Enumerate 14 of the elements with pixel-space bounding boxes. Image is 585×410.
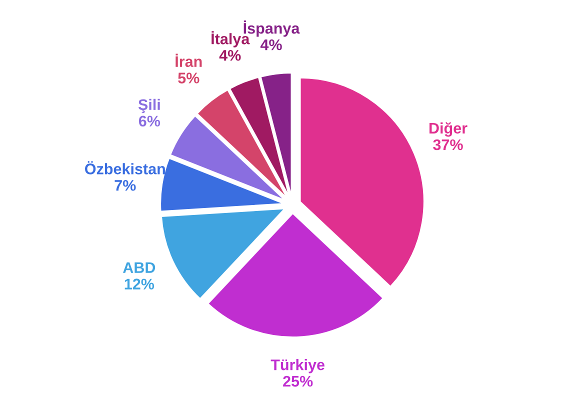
data-label: 25% (283, 376, 313, 387)
slice-label: İran (176, 54, 202, 67)
data-label: 37% (433, 139, 463, 150)
slice-label: Özbekistan (85, 161, 165, 174)
slice-label: Şili (138, 98, 160, 114)
slice-label: Türkiye (270, 359, 324, 374)
data-label: 5% (178, 72, 200, 84)
data-label: 4% (260, 39, 282, 50)
slice-label: Diğer (430, 122, 468, 137)
slice-label: ABD (123, 262, 156, 273)
data-label: 12% (124, 278, 154, 290)
data-label: 7% (114, 180, 136, 191)
data-label: 6% (138, 116, 160, 127)
data-label: 4% (219, 50, 241, 61)
